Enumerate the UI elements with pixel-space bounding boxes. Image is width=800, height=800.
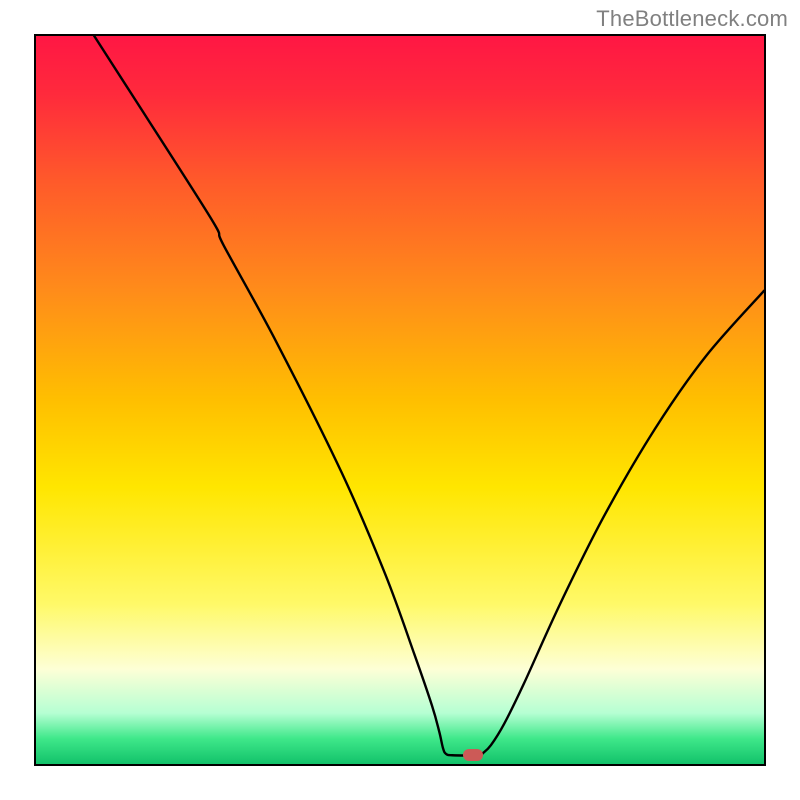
watermark-text: TheBottleneck.com — [596, 6, 788, 32]
bottleneck-curve — [94, 36, 764, 755]
chart-svg — [36, 36, 764, 764]
minimum-marker — [463, 749, 483, 761]
chart-area — [36, 36, 764, 764]
